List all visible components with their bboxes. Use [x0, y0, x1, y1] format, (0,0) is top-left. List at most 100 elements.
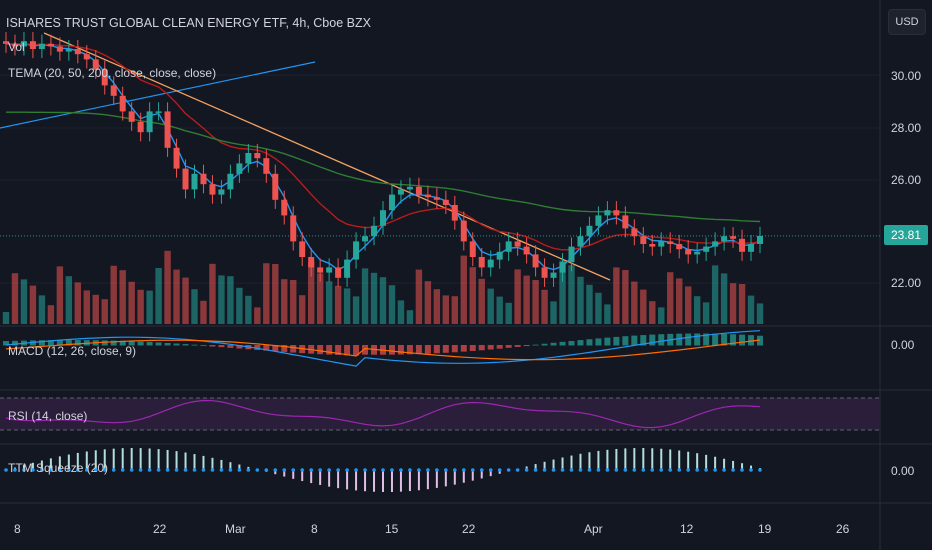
volume-bar	[711, 265, 719, 324]
macd-histogram-bar	[155, 342, 162, 346]
volume-bar	[514, 269, 521, 324]
trendline-down	[43, 32, 611, 281]
candle-body	[748, 244, 755, 252]
macd-histogram-bar	[326, 345, 333, 355]
macd-histogram-bar	[65, 339, 72, 346]
volume-bar	[56, 266, 64, 324]
volume-bar	[281, 279, 288, 324]
volume-bar	[496, 296, 503, 324]
candle-body	[433, 197, 440, 200]
macd-histogram-bar	[541, 343, 548, 346]
macd-histogram-bar	[281, 345, 288, 352]
macd-histogram-bar	[406, 345, 413, 355]
ttm-dot	[569, 468, 574, 472]
candle-body	[505, 241, 512, 252]
volume-bar	[146, 290, 153, 324]
candle-body	[38, 43, 45, 49]
macd-histogram-bar	[388, 345, 395, 355]
ttm-dot	[129, 468, 134, 472]
volume-bar	[110, 265, 117, 324]
ttm-dot	[255, 468, 260, 472]
tema-indicator-label[interactable]: TEMA (20, 50, 200, close, close, close)	[8, 66, 217, 80]
ttm-dot	[84, 468, 89, 472]
ttm-dot	[479, 468, 484, 472]
volume-bar	[254, 307, 261, 324]
symbol-title[interactable]: ISHARES TRUST GLOBAL CLEAN ENERGY ETF, 4…	[6, 16, 371, 30]
ttm-dot	[246, 468, 251, 472]
candle-body	[272, 173, 279, 200]
macd-histogram-bar	[218, 345, 225, 348]
ttm-dot	[650, 468, 655, 472]
ttm-dot	[372, 468, 376, 472]
volume-bar	[334, 285, 342, 324]
rsi-indicator-label[interactable]: RSI (14, close)	[8, 409, 88, 423]
candle-body	[739, 238, 746, 252]
ttm-dot	[533, 468, 538, 472]
currency-button[interactable]: USD	[888, 9, 926, 35]
candle-body	[335, 267, 342, 278]
candle-body	[137, 121, 144, 133]
macd-histogram-bar	[47, 340, 54, 346]
macd-histogram-bar	[182, 344, 189, 346]
macd-histogram-bar	[38, 340, 45, 346]
candle-body	[451, 205, 458, 221]
volume-bar	[209, 263, 216, 324]
volume-bar	[101, 299, 108, 324]
time-tick-mar8: 8	[311, 522, 318, 536]
volume-bar	[11, 273, 19, 324]
macd-histogram-bar	[119, 340, 126, 346]
ttm-indicator-label[interactable]: TTM Squeeze (20)	[8, 461, 109, 475]
candle-body	[227, 173, 234, 190]
volume-bar	[568, 265, 575, 324]
volume-bar	[38, 295, 46, 324]
ttm-dot	[524, 468, 529, 472]
candle-body	[146, 111, 153, 133]
volume-bar	[541, 289, 548, 324]
volume-bar	[83, 290, 90, 324]
macd-histogram-bar	[622, 336, 629, 346]
ttm-dot	[237, 468, 242, 472]
volume-bar	[577, 276, 584, 324]
macd-histogram-bar	[397, 345, 404, 355]
macd-histogram-bar	[110, 340, 117, 346]
candle-body	[757, 235, 763, 244]
ttm-dot	[192, 468, 197, 472]
volume-bar	[272, 264, 279, 324]
macd-indicator-label[interactable]: MACD (12, 26, close, 9)	[8, 344, 137, 358]
ttm-dot	[31, 468, 35, 472]
candle-body	[703, 246, 710, 252]
macd-histogram-bar	[200, 345, 207, 346]
ttm-dot	[336, 468, 340, 472]
ttm-dot	[722, 468, 726, 472]
macd-histogram-bar	[550, 342, 557, 346]
candle-body	[478, 257, 485, 268]
macd-histogram-bar	[505, 345, 512, 348]
volume-bar	[155, 268, 162, 324]
macd-histogram-bar	[191, 344, 198, 346]
ttm-dot	[632, 468, 637, 472]
ttm-dot	[659, 468, 664, 472]
ttm-dot	[22, 468, 26, 472]
ttm-dot	[102, 468, 107, 472]
ttm-dot	[300, 468, 305, 472]
ttm-dot	[713, 468, 717, 472]
vol-indicator-label[interactable]: Vol	[8, 40, 25, 54]
ttm-dot	[4, 468, 8, 472]
volume-bar	[137, 289, 144, 324]
volume-bar	[676, 278, 683, 324]
volume-bar	[747, 295, 755, 324]
volume-bar	[649, 301, 656, 324]
volume-bar	[173, 269, 180, 324]
candle-body	[74, 49, 81, 55]
signal-line	[5, 339, 761, 361]
ttm-dot	[614, 468, 619, 472]
ttm-dot	[363, 468, 367, 472]
time-tick-feb22: 22	[153, 522, 167, 536]
macd-histogram-bar	[730, 334, 737, 346]
macd-histogram-bar	[227, 345, 234, 348]
macd-histogram-bar	[658, 334, 665, 346]
macd-histogram-bar	[335, 345, 342, 356]
volume-bar	[523, 275, 530, 324]
volume-bar	[729, 283, 737, 324]
